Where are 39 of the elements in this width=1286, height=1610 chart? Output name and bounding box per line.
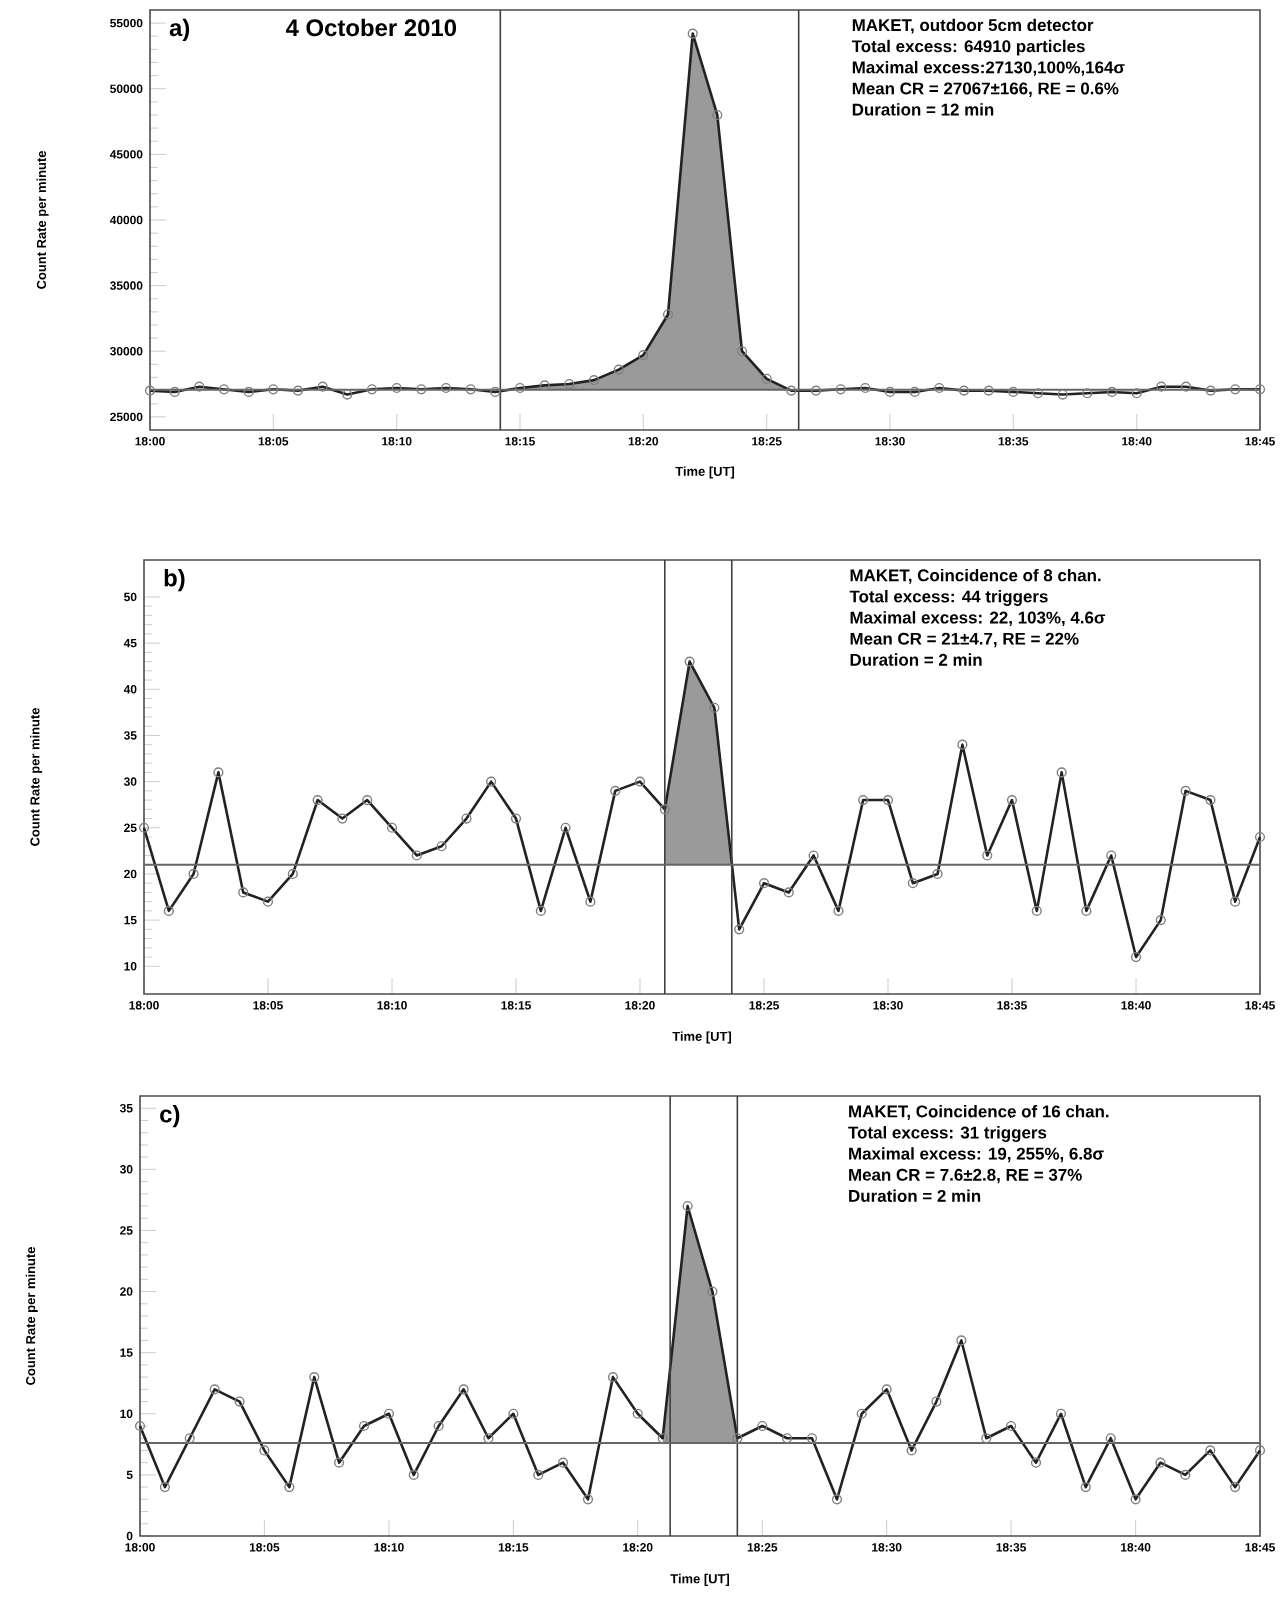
annotation: Duration = 2 min: [850, 653, 982, 666]
annotation: Duration = 12 min: [852, 103, 994, 116]
point: [732, 1433, 743, 1444]
annotation: Duration = 2 min: [849, 1189, 981, 1202]
annotation: Mean CR = 7.6±2.8, RE = 37%: [849, 1168, 1082, 1184]
point: [613, 364, 624, 375]
point: [659, 804, 670, 815]
point: [734, 924, 745, 935]
chart-title: c): [160, 1105, 180, 1128]
annotation: Total excess: 31 triggers: [848, 1126, 1047, 1142]
point: [638, 350, 649, 361]
annotation: MAKET, Coincidence of 8 chan.: [850, 568, 1101, 584]
point: [514, 382, 526, 394]
point: [564, 378, 575, 390]
annotation: Mean CR = 21±4.7, RE = 22%: [850, 632, 1079, 648]
annotation: Maximal excess:27130,100%,164σ: [852, 60, 1125, 76]
point: [657, 1433, 668, 1444]
point: [707, 1286, 718, 1297]
annotation: Maximal excess: 22, 103%, 4.6σ: [850, 611, 1106, 627]
chart-subtitle: 4 October 2010: [285, 18, 457, 37]
annotation: Mean CR = 27067±166, RE = 0.6%: [852, 82, 1119, 97]
annotation: Total excess: 44 triggers: [849, 590, 1048, 606]
annotation: MAKET, Coincidence of 16 chan.: [849, 1104, 1109, 1120]
point: [684, 656, 695, 667]
point: [682, 1200, 693, 1212]
point: [687, 28, 698, 39]
chart-title: a): [169, 18, 190, 41]
point: [588, 375, 600, 386]
point: [761, 373, 772, 384]
chart-title: b): [164, 568, 185, 592]
point: [709, 702, 720, 713]
point: [662, 309, 674, 320]
point: [786, 385, 797, 396]
annotation: Total excess: 64910 particles: [851, 39, 1085, 56]
annotation: MAKET, outdoor 5cm detector: [852, 18, 1094, 34]
point: [539, 380, 550, 391]
point: [736, 346, 748, 357]
point: [712, 109, 723, 121]
annotation: Maximal excess: 19, 255%, 6.8σ: [849, 1147, 1104, 1163]
